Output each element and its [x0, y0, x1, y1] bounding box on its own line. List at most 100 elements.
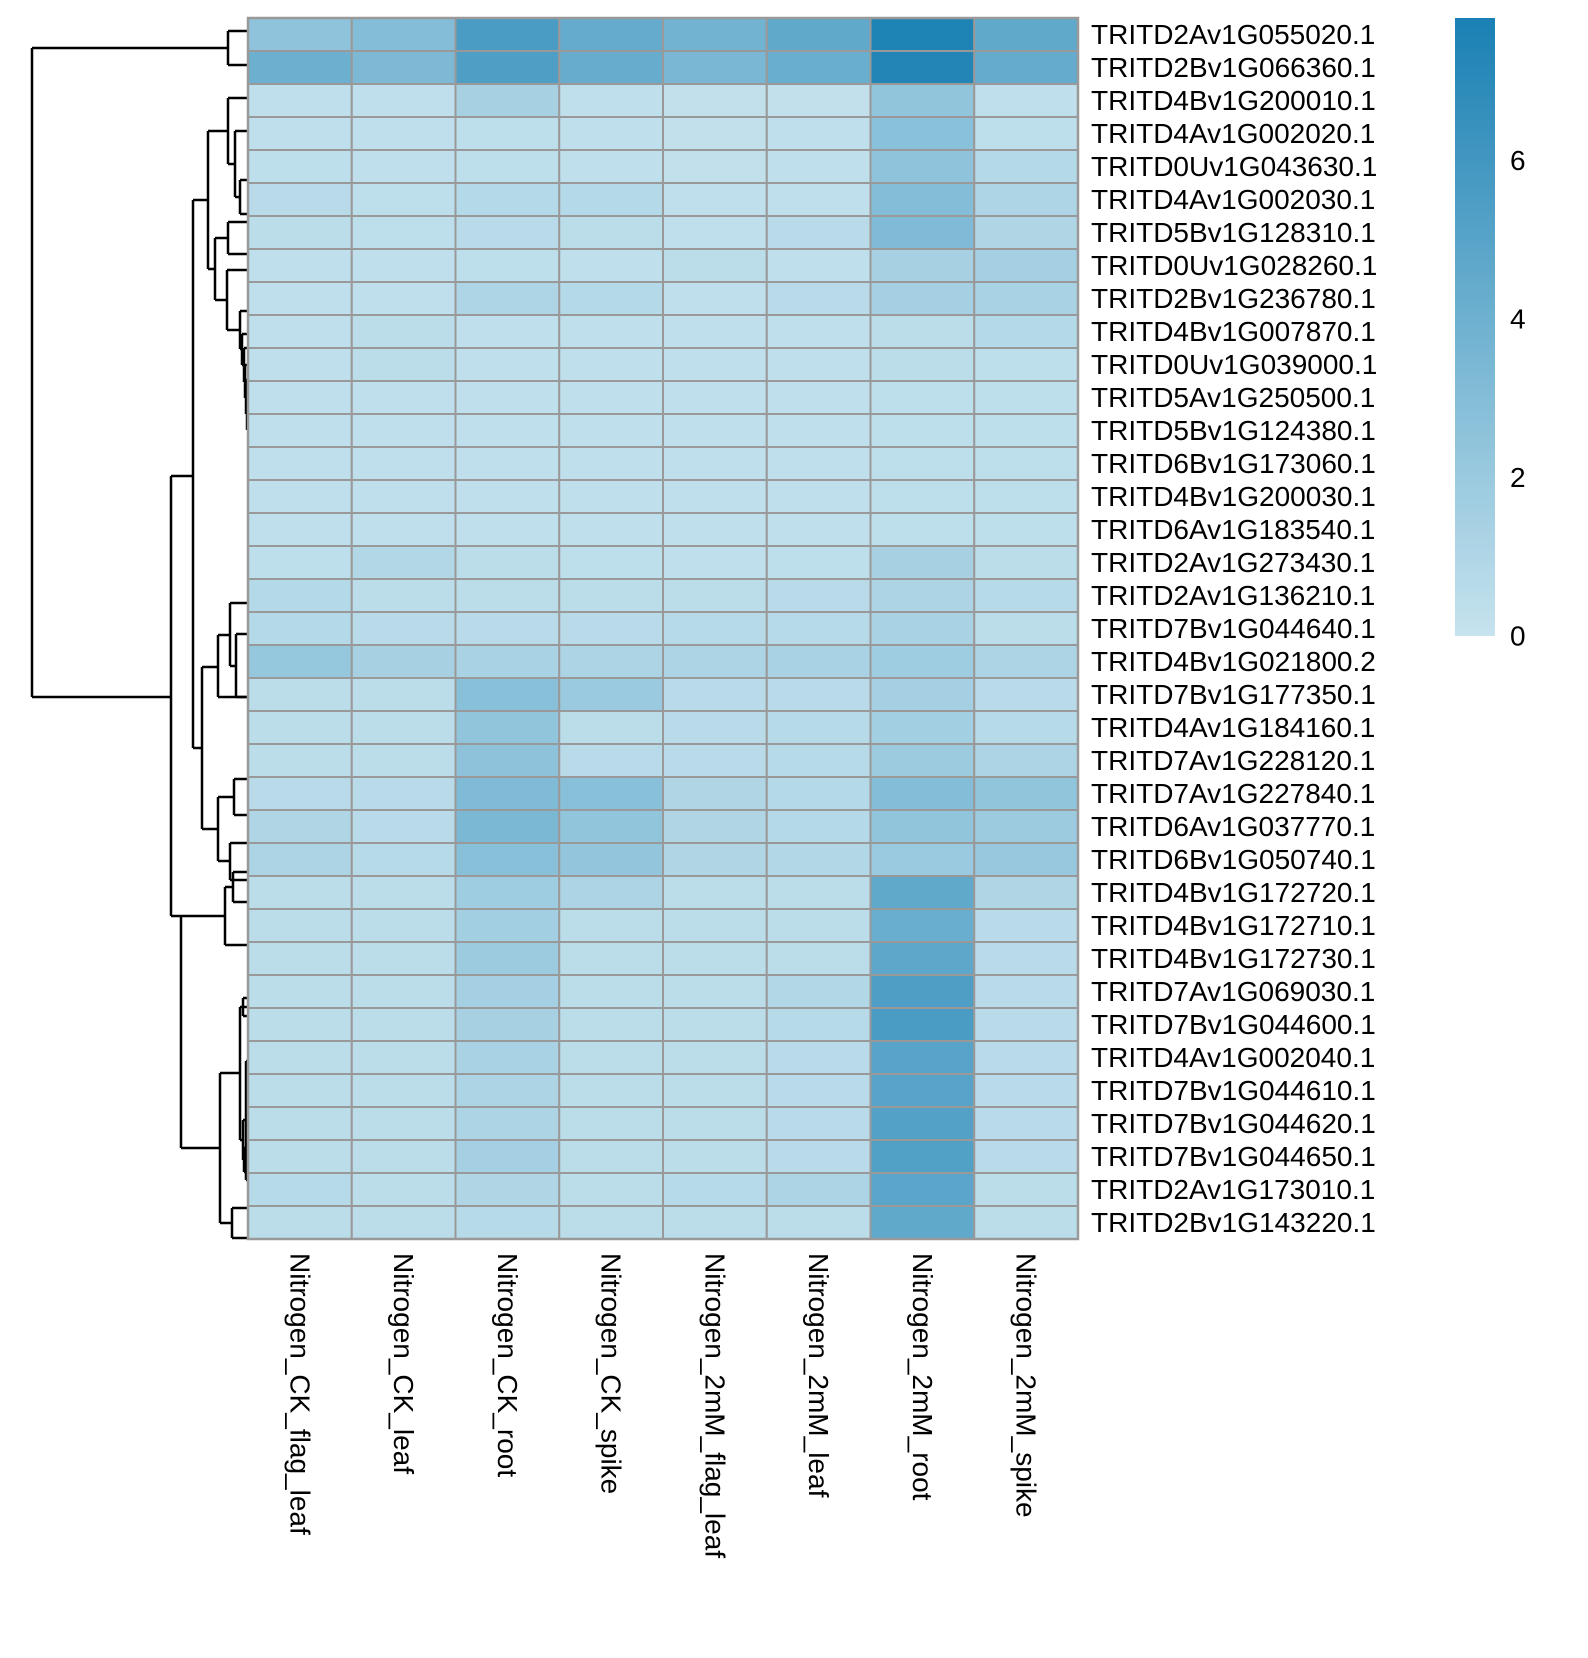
heatmap-cell	[765, 1073, 872, 1108]
heatmap-cell	[350, 776, 457, 811]
heatmap-cell	[973, 776, 1079, 811]
heatmap-cell	[247, 347, 353, 382]
row-label: TRITD5Av1G250500.1	[1091, 382, 1375, 413]
heatmap-cell	[350, 941, 457, 976]
row-label: TRITD4Bv1G172730.1	[1091, 943, 1376, 974]
heatmap-cell	[454, 1205, 561, 1240]
heatmap-cell	[662, 611, 768, 646]
heatmap-cell	[869, 908, 976, 943]
heatmap-cell	[247, 314, 353, 349]
heatmap-cell	[973, 974, 1079, 1009]
row-label: TRITD0Uv1G043630.1	[1091, 151, 1377, 182]
heatmap-cell	[247, 1007, 353, 1042]
heatmap-cell	[454, 578, 561, 613]
heatmap-cell	[454, 446, 561, 481]
heatmap-cell	[662, 347, 768, 382]
row-label: TRITD4Av1G002030.1	[1091, 184, 1375, 215]
heatmap-cell	[247, 50, 353, 85]
heatmap-cell	[869, 1040, 976, 1075]
column-labels: Nitrogen_CK_flag_leaf Nitrogen_CK_leaf Nit…	[284, 1253, 1041, 1558]
heatmap-cell	[454, 611, 561, 646]
heatmap-cell	[973, 512, 1079, 547]
heatmap-cell	[869, 1106, 976, 1141]
heatmap-cell	[973, 413, 1079, 448]
heatmap-cell	[973, 644, 1079, 679]
heatmap-cell	[247, 842, 353, 877]
row-label: TRITD7Bv1G044600.1	[1091, 1009, 1376, 1040]
row-label: TRITD2Av1G173010.1	[1091, 1174, 1375, 1205]
heatmap-cell	[869, 710, 976, 745]
heatmap-cell	[350, 116, 457, 151]
heatmap-cell	[558, 1172, 664, 1207]
heatmap-cell	[558, 248, 664, 283]
heatmap-cell	[662, 248, 768, 283]
heatmap-cell	[765, 314, 872, 349]
column-label: Nitrogen_CK_spike	[596, 1253, 627, 1494]
heatmap-cell	[765, 182, 872, 217]
heatmap-cell	[973, 380, 1079, 415]
heatmap-cell	[350, 1106, 457, 1141]
heatmap-cell	[765, 215, 872, 250]
heatmap-cell	[558, 413, 664, 448]
heatmap-cell	[558, 578, 664, 613]
heatmap-cell	[662, 512, 768, 547]
heatmap-cell	[454, 941, 561, 976]
heatmap-cell	[765, 50, 872, 85]
heatmap-cell	[247, 116, 353, 151]
heatmap-cell	[558, 380, 664, 415]
heatmap-cell	[765, 347, 872, 382]
heatmap-cell	[869, 446, 976, 481]
heatmap-cell	[247, 776, 353, 811]
heatmap-cell	[454, 1007, 561, 1042]
column-label: Nitrogen_2mM_root	[907, 1253, 938, 1501]
heatmap-cell	[247, 248, 353, 283]
heatmap-cell	[869, 974, 976, 1009]
heatmap-cell	[350, 281, 457, 316]
heatmap-cell	[869, 83, 976, 118]
heatmap-cell	[765, 611, 872, 646]
heatmap-cell	[454, 182, 561, 217]
heatmap-cell	[869, 281, 976, 316]
heatmap-cell	[869, 611, 976, 646]
heatmap-cell	[558, 182, 664, 217]
legend-tick-label: 2	[1510, 462, 1526, 493]
heatmap-cell	[350, 1172, 457, 1207]
row-label: TRITD6Bv1G050740.1	[1091, 844, 1376, 875]
column-label: Nitrogen_2mM_leaf	[803, 1253, 834, 1498]
heatmap-cell	[350, 17, 457, 52]
heatmap-cell	[765, 248, 872, 283]
heatmap-cell	[662, 974, 768, 1009]
heatmap-cell	[558, 281, 664, 316]
heatmap-cell	[869, 1139, 976, 1174]
heatmap-cell	[350, 875, 457, 910]
heatmap-cell	[247, 710, 353, 745]
heatmap-cell	[765, 842, 872, 877]
heatmap-cell	[247, 281, 353, 316]
heatmap-cell	[454, 479, 561, 514]
heatmap-cell	[558, 1139, 664, 1174]
heatmap-cell	[454, 149, 561, 184]
heatmap-cell	[454, 776, 561, 811]
heatmap-cell	[558, 908, 664, 943]
heatmap-cell	[662, 1007, 768, 1042]
heatmap-cell	[973, 842, 1079, 877]
heatmap-cell	[765, 908, 872, 943]
row-label: TRITD6Av1G183540.1	[1091, 514, 1375, 545]
heatmap-frame	[246, 16, 1080, 1241]
row-label: TRITD7Av1G069030.1	[1091, 976, 1375, 1007]
column-label: Nitrogen_2mM_spike	[1011, 1253, 1042, 1518]
heatmap-cell	[350, 1007, 457, 1042]
row-label: TRITD7Bv1G044610.1	[1091, 1075, 1376, 1106]
heatmap-cell	[558, 677, 664, 712]
heatmap-cell	[765, 116, 872, 151]
row-label: TRITD5Bv1G124380.1	[1091, 415, 1376, 446]
heatmap-cell	[869, 380, 976, 415]
heatmap-cell	[973, 83, 1079, 118]
heatmap-cell	[247, 479, 353, 514]
heatmap-cell	[662, 380, 768, 415]
heatmap-cell	[973, 17, 1079, 52]
heatmap-cell	[247, 974, 353, 1009]
heatmap-cell	[662, 479, 768, 514]
heatmap-cell	[973, 1106, 1079, 1141]
